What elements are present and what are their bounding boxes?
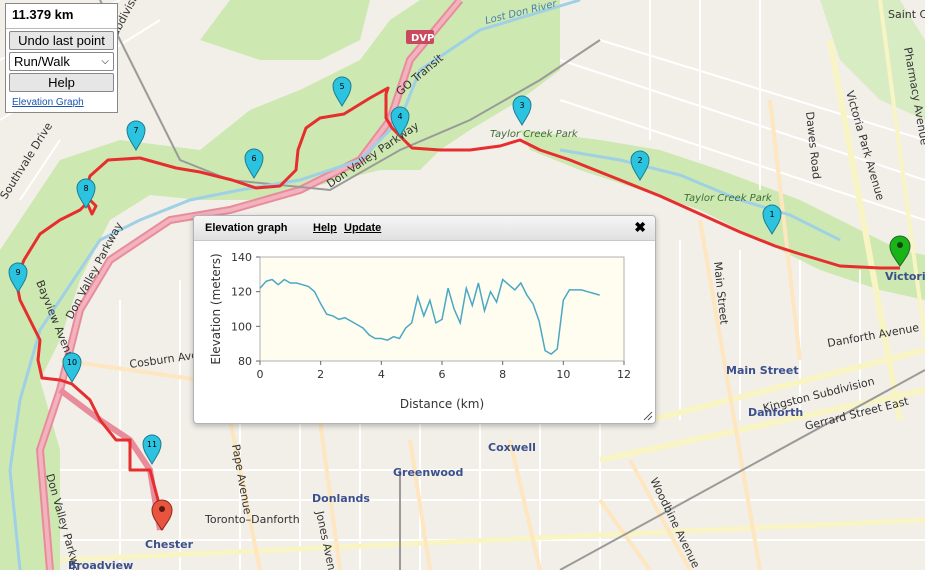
x-tick-label: 2 <box>317 368 324 381</box>
waypoint-marker-5[interactable]: 5 <box>332 76 352 107</box>
railways <box>99 0 925 570</box>
end-marker[interactable] <box>151 499 173 531</box>
elevation-line <box>259 278 600 356</box>
station-label: Coxwell <box>488 441 536 454</box>
waypoint-marker-1[interactable]: 1 <box>762 204 782 235</box>
station-label: Chester <box>145 538 194 551</box>
waypoint-marker-label: 4 <box>397 112 402 121</box>
street-label: Toronto–Danforth <box>204 513 300 526</box>
x-tick-label: 12 <box>617 368 631 381</box>
control-panel: 11.379 km Undo last point Run/Walk ⌵ Hel… <box>5 3 118 113</box>
street-label: Woodbine Avenue <box>647 476 702 570</box>
close-icon[interactable]: ✖ <box>634 219 646 235</box>
waypoint-marker-2[interactable]: 2 <box>630 150 650 181</box>
x-tick-label: 8 <box>499 368 506 381</box>
elevation-dialog-header[interactable]: Elevation graph Help Update ✖ <box>194 216 655 241</box>
street-label: Danforth Avenue <box>826 321 920 350</box>
elevation-chart: 0 2 4 6 8 10 12 80 100 120 140 Distance (km) Elevati… <box>209 251 631 411</box>
park-label: Taylor Creek Park <box>684 193 773 204</box>
waypoint-marker-10[interactable]: 10 <box>62 352 82 383</box>
waypoint-marker-6[interactable]: 6 <box>244 148 264 179</box>
resize-handle-icon[interactable] <box>643 411 653 421</box>
elevation-graph-link[interactable]: Elevation Graph <box>12 97 84 108</box>
distance-readout: 11.379 km <box>6 4 117 29</box>
activity-mode-select[interactable]: Run/Walk ⌵ <box>9 52 114 71</box>
station-label: Donlands <box>312 492 370 505</box>
plot-area <box>259 256 625 362</box>
elevation-update-link[interactable]: Update <box>344 222 382 234</box>
waypoint-marker-label: 8 <box>83 184 88 193</box>
waypoint-marker-9[interactable]: 9 <box>8 262 28 293</box>
street-label: Dawes Road <box>803 111 823 180</box>
waypoint-marker-label: 5 <box>339 82 344 91</box>
dvp-shield: DVP <box>406 30 434 44</box>
y-axis-label: Elevation (meters) <box>209 253 223 364</box>
elevation-help-link[interactable]: Help <box>313 222 337 234</box>
waypoint-marker-label: 1 <box>769 210 774 219</box>
y-tick-label: 100 <box>231 320 252 333</box>
waypoint-marker-7[interactable]: 7 <box>126 120 146 151</box>
route-path[interactable] <box>14 86 900 531</box>
waypoint-marker-label: 10 <box>67 358 77 367</box>
undo-last-point-button[interactable]: Undo last point <box>9 31 114 50</box>
station-label: Victoria Park <box>885 270 925 283</box>
elevation-dialog-title: Elevation graph <box>205 222 288 234</box>
station-label: Main Street <box>726 364 799 377</box>
activity-mode-value: Run/Walk <box>14 54 70 69</box>
waypoint-marker-8[interactable]: 8 <box>76 178 96 209</box>
waypoint-marker-11[interactable]: 11 <box>142 434 162 465</box>
waypoint-marker-label: 6 <box>251 154 256 163</box>
street-label: Pape Avenue <box>229 443 254 515</box>
start-marker[interactable] <box>889 235 911 267</box>
x-tick-label: 10 <box>556 368 570 381</box>
y-tick-label: 120 <box>231 286 252 299</box>
station-label: Greenwood <box>393 466 463 479</box>
waypoint-marker-label: 11 <box>147 440 157 449</box>
waypoint-marker-4[interactable]: 4 <box>390 106 410 137</box>
waypoint-marker-label: 9 <box>15 268 20 277</box>
help-button[interactable]: Help <box>9 73 114 92</box>
waypoint-marker-label: 3 <box>519 101 524 110</box>
waypoint-marker-label: 7 <box>133 126 138 135</box>
svg-text:DVP: DVP <box>411 33 434 44</box>
chevron-down-icon: ⌵ <box>101 56 109 67</box>
x-tick-label: 6 <box>439 368 446 381</box>
waypoint-marker-label: 2 <box>637 156 642 165</box>
don-river <box>8 0 841 570</box>
street-label: Saint Cla <box>888 8 925 21</box>
x-tick-label: 4 <box>378 368 385 381</box>
station-label: Danforth <box>748 406 803 419</box>
park-label: Taylor Creek Park <box>490 129 579 140</box>
x-tick-label: 0 <box>257 368 264 381</box>
x-axis-label: Distance (km) <box>400 397 484 411</box>
elevation-dialog: Elevation graph Help Update ✖ 0 2 4 6 8 10 12 8… <box>193 215 656 424</box>
waypoint-marker-3[interactable]: 3 <box>512 95 532 126</box>
y-tick-label: 140 <box>231 251 252 264</box>
station-label: Broadview <box>68 559 133 570</box>
y-tick-label: 80 <box>238 355 252 368</box>
